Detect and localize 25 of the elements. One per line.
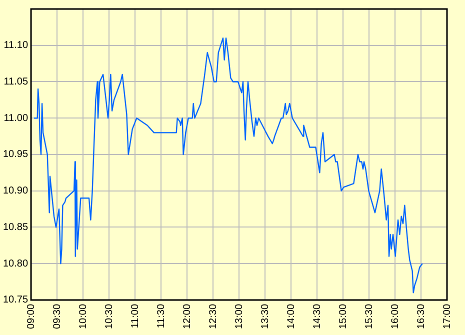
y-tick-label: 11.10: [4, 40, 28, 52]
y-tick-label: 10.75: [2, 294, 28, 306]
x-tick-label: 16:00: [390, 304, 401, 330]
x-tick-label: 11:00: [130, 304, 141, 328]
x-tick-label: 14:00: [286, 304, 297, 330]
x-tick-label: 10:00: [78, 304, 89, 330]
x-tick-label: 14:30: [312, 304, 323, 330]
y-tick-label: 10.90: [2, 186, 28, 197]
y-tick-label: 11.05: [4, 76, 28, 88]
x-tick-label: 16:30: [416, 304, 427, 330]
y-tick-label: 11.00: [4, 112, 28, 124]
x-tick-label: 10:30: [104, 304, 115, 330]
y-tick-label: 10.95: [2, 149, 28, 160]
x-tick-label: 15:00: [338, 304, 349, 330]
x-tick-label: 12:00: [182, 304, 193, 330]
x-tick-label: 11:30: [156, 304, 167, 328]
x-tick-label: 17:00: [442, 304, 453, 330]
x-tick-label: 12:30: [208, 304, 219, 330]
x-tick-label: 15:30: [364, 304, 375, 330]
x-tick-label: 09:30: [52, 304, 63, 330]
y-tick-label: 10.85: [2, 222, 28, 233]
y-tick-label: 10.80: [2, 258, 28, 270]
x-tick-label: 09:00: [26, 304, 37, 330]
x-tick-label: 13:30: [260, 304, 271, 330]
x-tick-label: 13:00: [234, 304, 245, 330]
